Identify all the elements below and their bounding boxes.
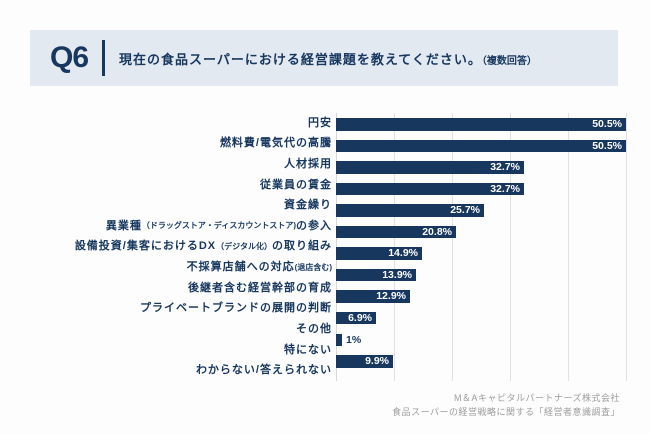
bar: 1%	[336, 333, 361, 346]
company-name: M＆Aキャピタルパートナーズ株式会社	[453, 393, 620, 403]
bar-value-label: 12.9%	[376, 290, 406, 303]
source-footer: M＆Aキャピタルパートナーズ株式会社 食品スーパーの経営戦略に関する「経営者意識…	[200, 391, 620, 419]
axis-line	[336, 113, 337, 381]
category-label: その他	[296, 322, 332, 335]
bar: 25.7%	[336, 204, 484, 217]
category-label-column: 円安燃料費/電気代の高騰人材採用従業員の賃金資金繰り異業種 （ドラッグストア・ディ…	[18, 113, 332, 381]
gridline	[510, 113, 511, 381]
question-header: Q6 現在の食品スーパーにおける経営課題を教えてください。（複数回答）	[30, 30, 618, 86]
question-text: 現在の食品スーパーにおける経営課題を教えてください。	[119, 51, 482, 67]
bar: 12.9%	[336, 290, 410, 303]
question-number: Q6	[49, 41, 89, 74]
category-label: 円安	[308, 116, 332, 129]
category-label: 設備投資/集客におけるDX （デジタル化） の取り組み	[74, 240, 332, 253]
bar: 32.7%	[336, 182, 524, 196]
header-divider	[102, 40, 105, 76]
category-label: 従業員の賃金	[260, 178, 332, 191]
bar-value-label: 1%	[346, 333, 362, 346]
category-label: 異業種 （ドラッグストア・ディスカウントストア) の参入	[105, 219, 332, 232]
category-label: 人材採用	[284, 158, 332, 171]
category-label: 不採算店舗への対応 (退店含む)	[186, 261, 332, 274]
bar-value-label: 13.9%	[382, 268, 412, 281]
gridline	[568, 113, 569, 381]
gridline	[394, 113, 395, 381]
bar: 9.9%	[336, 355, 393, 368]
bar-value-label: 14.9%	[388, 247, 418, 260]
bar-value-label: 20.8%	[422, 225, 452, 238]
bar: 13.9%	[336, 268, 416, 282]
question-title: 現在の食品スーパーにおける経営課題を教えてください。（複数回答）	[119, 49, 537, 68]
question-suffix: （複数回答）	[481, 55, 537, 67]
bar: 20.8%	[336, 225, 456, 239]
bar-plot-area: 50.5% 50.5% 32.7% 32.7% 25.7% 20.8% 14.9% 13.9%…	[336, 113, 634, 381]
bar-value-label: 9.9%	[365, 355, 389, 368]
category-label: 燃料費/電気代の高騰	[219, 137, 332, 150]
bar-value-label: 32.7%	[490, 182, 520, 195]
bar-value-label: 32.7%	[490, 161, 520, 174]
survey-title: 食品スーパーの経営戦略に関する「経営者意識調査」	[392, 407, 620, 417]
bar: 50.5%	[336, 118, 626, 131]
bar: 32.7%	[336, 161, 524, 174]
gridline	[452, 113, 453, 381]
category-label: わからない/答えられない	[195, 364, 332, 377]
bar-value-label: 6.9%	[348, 311, 372, 324]
category-label: 特にない	[284, 343, 332, 356]
bar-value-label: 50.5%	[592, 118, 622, 130]
category-label: 後継者含む経営幹部の育成	[188, 281, 332, 294]
bar: 6.9%	[336, 311, 376, 325]
category-label: 資金繰り	[284, 199, 332, 212]
bar: 50.5%	[336, 139, 626, 153]
bar-value-label: 25.7%	[450, 204, 480, 217]
bar-value-label: 50.5%	[592, 139, 622, 152]
bar: 14.9%	[336, 247, 422, 260]
gridline	[626, 113, 627, 381]
category-label: プライベートブランドの展開の判断	[140, 302, 332, 315]
